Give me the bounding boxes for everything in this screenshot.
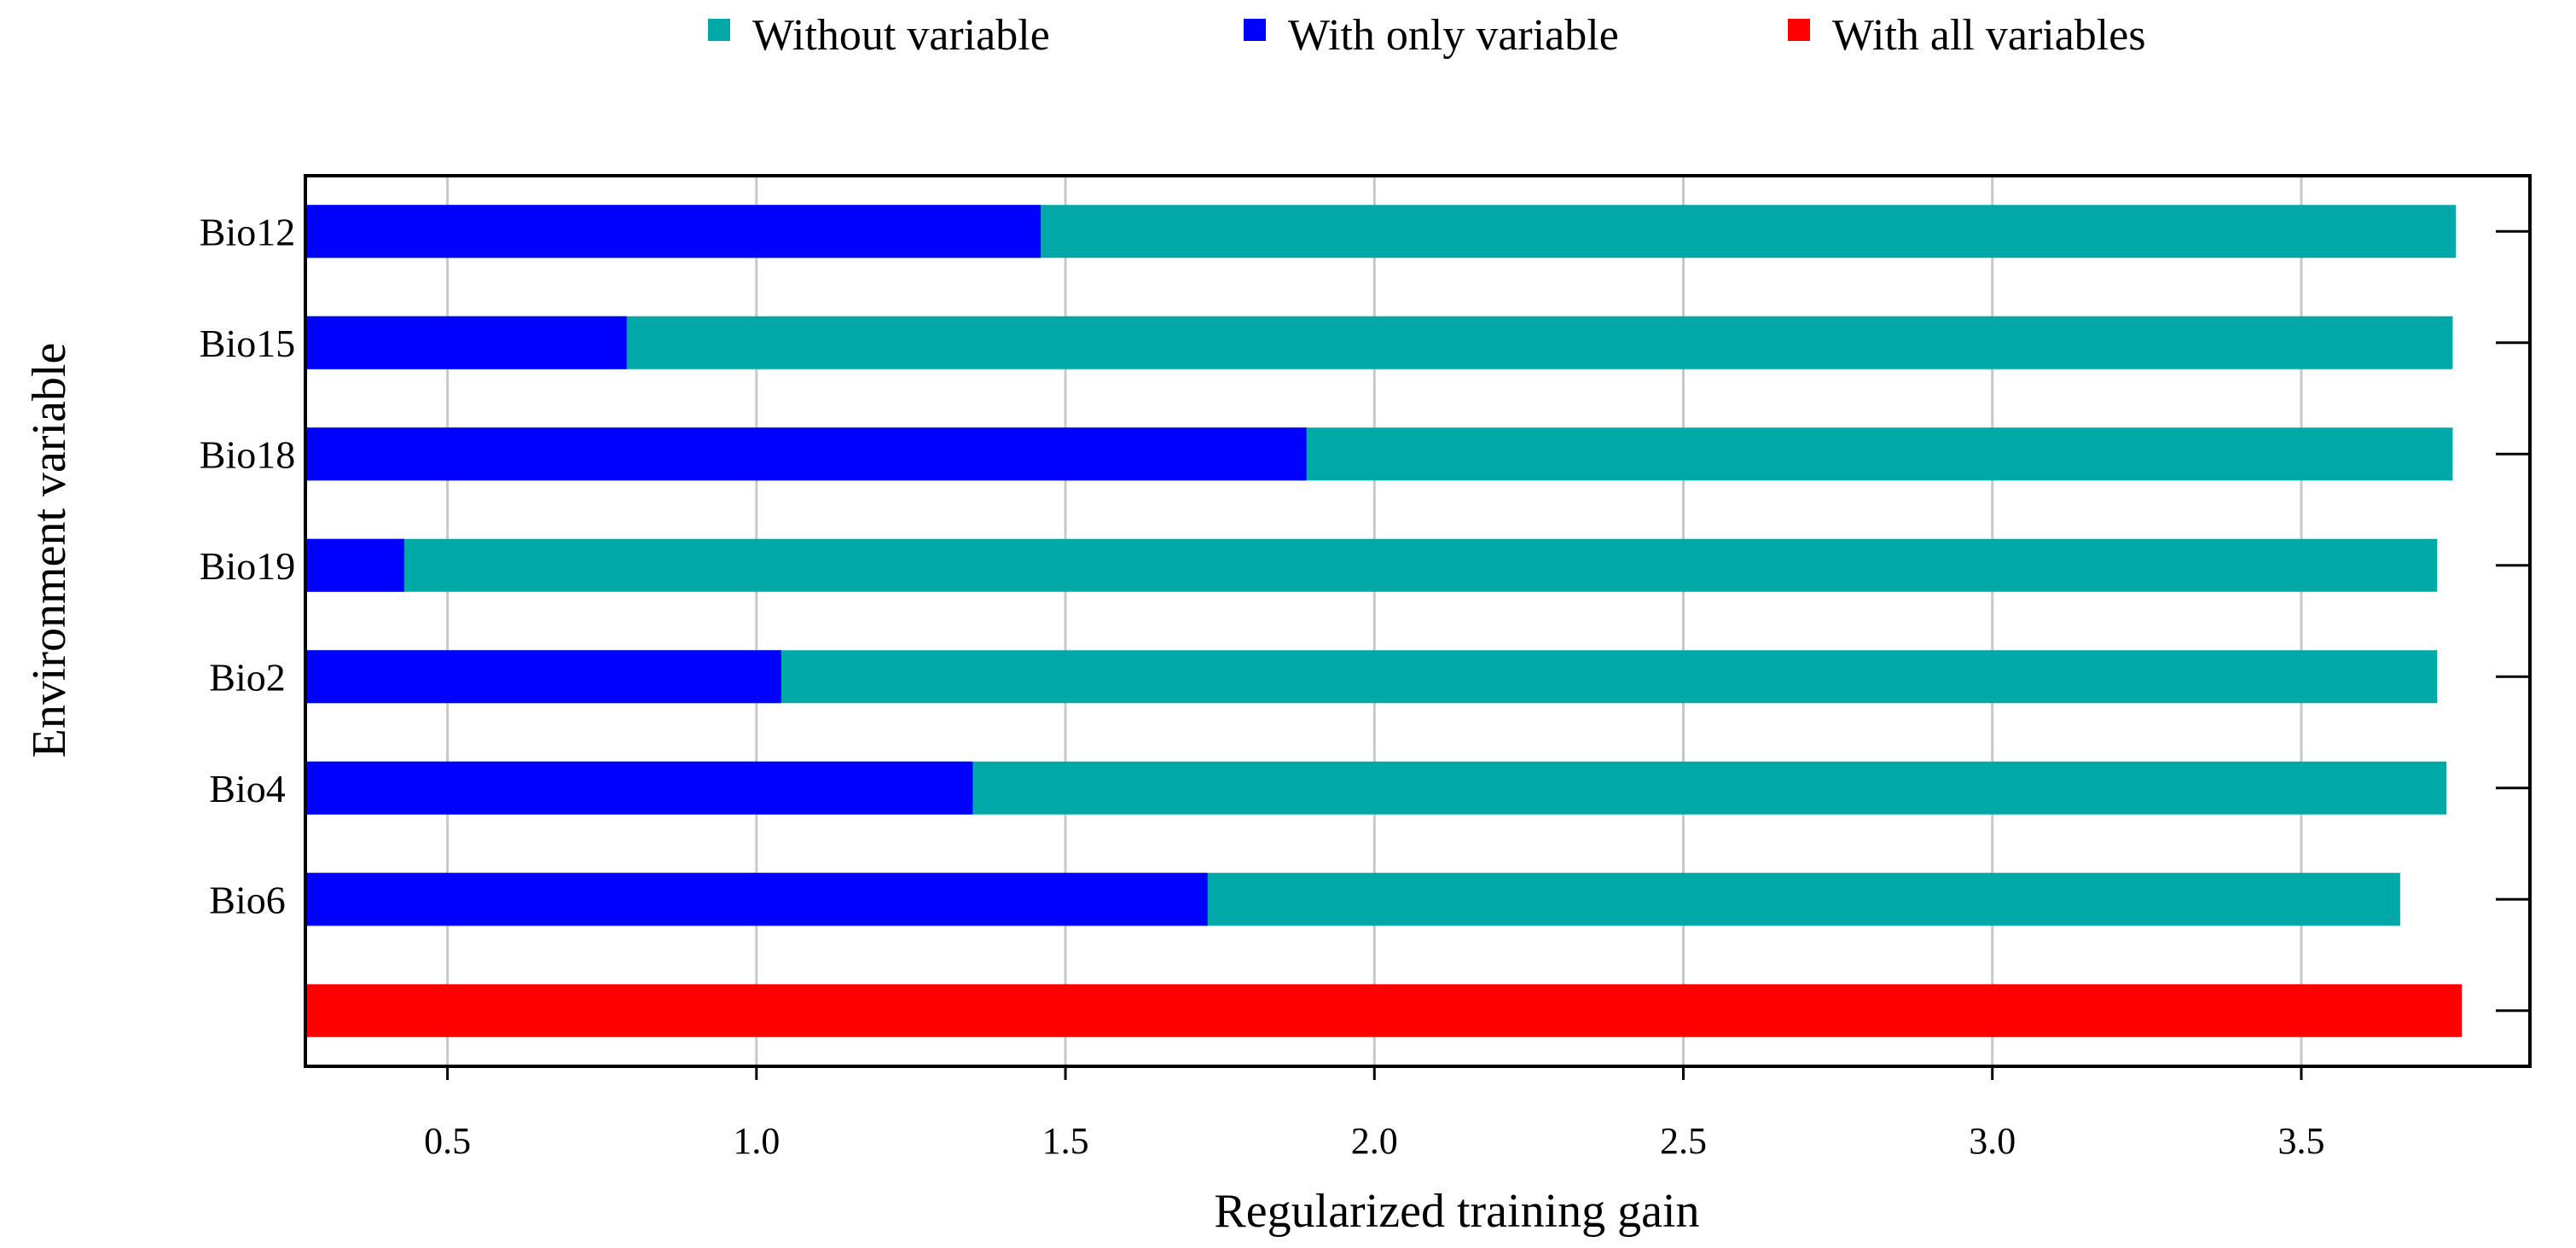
x-tick-labels: 0.5 1.0 1.5 2.0 2.5 3.0 3.5 xyxy=(424,1120,2324,1162)
x-tick-label-3-5: 3.5 xyxy=(2277,1120,2324,1162)
legend-swatch-without-variable xyxy=(708,19,730,41)
bar-without-variable-bio15 xyxy=(307,316,2453,369)
bar-with-only-variable-bio15 xyxy=(307,316,627,369)
bars xyxy=(307,205,2463,1037)
y-tick-label-bio4: Bio4 xyxy=(209,767,285,810)
x-tick-label-2-0: 2.0 xyxy=(1351,1120,1398,1162)
y-tick-label-bio19: Bio19 xyxy=(200,544,295,588)
y-tick-label-bio12: Bio12 xyxy=(200,210,295,253)
y-tick-label-bio2: Bio2 xyxy=(209,655,285,699)
legend: Without variable With only variable With a… xyxy=(708,11,2146,60)
bar-with-all-variables-all xyxy=(307,984,2463,1037)
x-tick-label-1-5: 1.5 xyxy=(1042,1120,1089,1162)
bar-with-only-variable-bio2 xyxy=(307,650,781,704)
legend-label-with-only-variable: With only variable xyxy=(1288,11,1619,60)
y-tick-label-bio15: Bio15 xyxy=(200,322,295,365)
plot-frame xyxy=(304,174,2532,1068)
x-tick-label-0-5: 0.5 xyxy=(424,1120,471,1162)
legend-swatch-with-only-variable xyxy=(1244,19,1266,41)
bar-without-variable-bio19 xyxy=(307,538,2438,592)
bar-with-only-variable-bio19 xyxy=(307,538,404,592)
x-axis-label: Regularized training gain xyxy=(1214,1185,1699,1238)
y-axis-label: Environment variable xyxy=(23,343,76,758)
bar-with-only-variable-bio6 xyxy=(307,873,1208,926)
y-tick-label-bio18: Bio18 xyxy=(200,432,295,476)
x-tick-label-2-5: 2.5 xyxy=(1660,1120,1707,1162)
legend-label-without-variable: Without variable xyxy=(752,11,1050,60)
bar-with-only-variable-bio4 xyxy=(307,761,973,815)
x-tick-label-3-0: 3.0 xyxy=(1969,1120,2016,1162)
bar-with-only-variable-bio12 xyxy=(307,205,1041,258)
axis-ticks xyxy=(446,229,2530,1080)
legend-swatch-with-all-variables xyxy=(1788,19,1810,41)
x-tick-label-1-0: 1.0 xyxy=(733,1120,780,1162)
y-tick-labels: Bio12 Bio15 Bio18 Bio19 Bio2 Bio4 Bio6 xyxy=(200,210,295,921)
legend-label-with-all-variables: With all variables xyxy=(1832,11,2146,60)
grid-lines xyxy=(446,176,2303,1066)
y-tick-label-bio6: Bio6 xyxy=(209,878,285,921)
bar-with-only-variable-bio18 xyxy=(307,427,1307,481)
